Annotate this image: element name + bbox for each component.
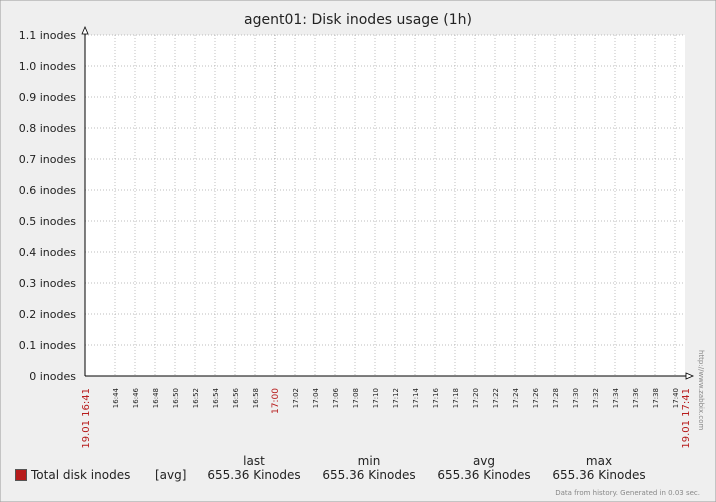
y-tick-label: 0.8 inodes bbox=[19, 122, 76, 135]
x-tick-label: 17:32 bbox=[592, 388, 600, 408]
x-tick-label: 17:18 bbox=[452, 388, 460, 408]
y-tick-label: 0.9 inodes bbox=[19, 91, 76, 104]
legend-color-swatch bbox=[15, 469, 27, 481]
x-tick-label: 17:04 bbox=[312, 387, 320, 408]
x-axis: 16:44 16:46 16:48 16:50 16:52 16:54 16:56 16:58… bbox=[81, 387, 692, 448]
y-tick-label: 0.3 inodes bbox=[19, 277, 76, 290]
x-tick-label: 16:52 bbox=[192, 388, 200, 408]
legend-item-func: [avg] bbox=[155, 468, 187, 482]
legend-header-last: last bbox=[243, 454, 265, 468]
legend-header-avg: avg bbox=[472, 454, 496, 468]
legend-value-avg: 655.36 Kinodes bbox=[437, 468, 531, 482]
y-axis: 0 inodes 0.1 inodes 0.2 inodes 0.3 inodes 0.… bbox=[19, 29, 77, 383]
legend-header-min: min bbox=[357, 454, 381, 468]
x-tick-label: 16:54 bbox=[212, 387, 220, 408]
x-tick-label: 17:06 bbox=[332, 387, 340, 408]
x-tick-label: 17:00 bbox=[271, 388, 281, 414]
y-axis-arrow bbox=[81, 25, 89, 35]
x-tick-label: 17:20 bbox=[472, 388, 480, 408]
x-tick-label: 16:58 bbox=[252, 388, 260, 408]
x-range-end-label: 19.01 17:41 bbox=[681, 388, 692, 449]
zabbix-link[interactable]: http://www.zabbix.com bbox=[697, 350, 705, 431]
x-tick-label: 16:44 bbox=[112, 387, 120, 408]
x-range-start-label: 19.01 16:41 bbox=[81, 388, 92, 449]
y-tick-label: 0.7 inodes bbox=[19, 153, 76, 166]
x-tick-label: 16:56 bbox=[232, 387, 240, 408]
x-tick-label: 17:10 bbox=[372, 388, 380, 408]
y-tick-label: 1.1 inodes bbox=[19, 29, 76, 42]
x-tick-label: 17:26 bbox=[532, 387, 540, 408]
legend-item-label: Total disk inodes bbox=[31, 468, 131, 482]
legend-value-last: 655.36 Kinodes bbox=[207, 468, 301, 482]
footer-note: Data from history. Generated in 0.03 sec… bbox=[555, 489, 700, 497]
x-tick-label: 16:48 bbox=[152, 388, 160, 408]
legend-value-min: 655.36 Kinodes bbox=[322, 468, 416, 482]
x-axis-arrow bbox=[685, 372, 695, 380]
x-tick-label: 16:50 bbox=[172, 388, 180, 408]
legend: last min avg max Total disk inodes [avg]… bbox=[0, 451, 716, 499]
y-tick-label: 0.5 inodes bbox=[19, 215, 76, 228]
x-tick-label: 17:34 bbox=[612, 387, 620, 408]
x-tick-label: 17:22 bbox=[492, 388, 500, 408]
x-tick-label: 17:16 bbox=[432, 387, 440, 408]
x-tick-label: 17:36 bbox=[632, 387, 640, 408]
x-tick-label: 17:24 bbox=[512, 387, 520, 408]
x-tick-label: 17:02 bbox=[292, 388, 300, 408]
x-tick-label: 17:40 bbox=[672, 388, 680, 408]
x-tick-label: 17:14 bbox=[412, 387, 420, 408]
y-tick-label: 0.1 inodes bbox=[19, 339, 76, 352]
legend-value-max: 655.36 Kinodes bbox=[552, 468, 646, 482]
x-tick-label: 17:38 bbox=[652, 388, 660, 408]
grid bbox=[85, 34, 685, 376]
legend-header-max: max bbox=[585, 454, 613, 468]
x-tick-label: 17:30 bbox=[572, 388, 580, 408]
y-tick-label: 0.6 inodes bbox=[19, 184, 76, 197]
y-tick-label: 1.0 inodes bbox=[19, 60, 76, 73]
x-tick-label: 17:08 bbox=[352, 388, 360, 408]
y-tick-label: 0.4 inodes bbox=[19, 246, 76, 259]
x-tick-label: 17:28 bbox=[552, 388, 560, 408]
y-tick-label: 0.2 inodes bbox=[19, 308, 76, 321]
plot-area bbox=[85, 35, 685, 376]
chart-title: agent01: Disk inodes usage (1h) bbox=[244, 12, 472, 28]
y-tick-label: 0 inodes bbox=[29, 370, 76, 383]
x-tick-label: 16:46 bbox=[132, 387, 140, 408]
x-tick-label: 17:12 bbox=[392, 388, 400, 408]
